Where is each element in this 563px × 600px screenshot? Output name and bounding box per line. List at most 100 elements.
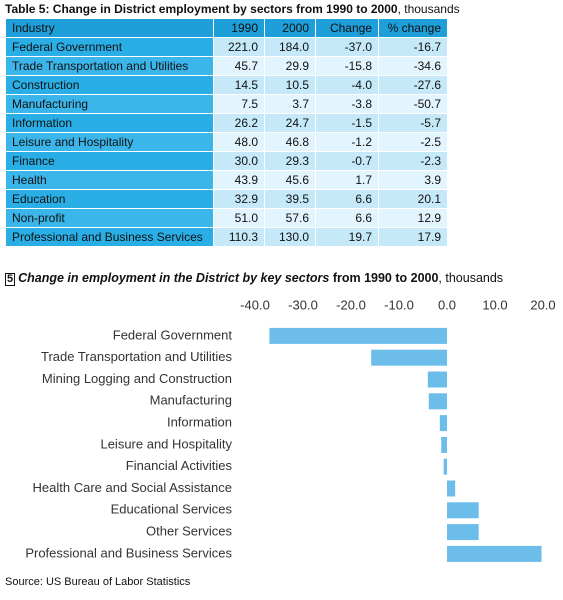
table-cell: -4.0 [315,75,379,95]
header-row: Industry 1990 2000 Change% change [5,18,448,38]
table-cell: 6.6 [315,208,379,228]
category-label: Health Care and Social Assistance [33,480,232,495]
bar [443,458,447,475]
table-cell: 26.2 [213,113,265,133]
header-cell: Industry [5,18,214,38]
table-row: Finance 30.0 29.3 -0.7 -2.3 [5,151,448,171]
x-tick-label: -20.0 [336,297,366,312]
header-cell: Change [315,18,379,38]
table-cell: 48.0 [213,132,265,152]
table-cell: 51.0 [213,208,265,228]
table-cell: 12.9 [378,208,448,228]
x-tick-label: 0.0 [438,297,456,312]
header-cell: % change [378,18,448,38]
table-cell: -15.8 [315,56,379,76]
table-row: Leisure and Hospitality 48.0 46.8 -1.2 -2.5 [5,132,448,152]
chart-title-unit: , thousands [438,271,504,285]
table-cell: -3.8 [315,94,379,114]
header-cell: 2000 [264,18,316,38]
table-cell: 130.0 [264,227,316,247]
table-cell: -37.0 [315,37,379,57]
category-label: Manufacturing [150,393,232,408]
table-cell: 3.7 [264,94,316,114]
figure-number: 5 [5,273,16,286]
table-cell: 30.0 [213,151,265,171]
table-cell: 10.5 [264,75,316,95]
table-cell: 29.9 [264,56,316,76]
category-label: Information [167,415,232,430]
table-title-main: Table 5: Change in District employment b… [5,2,398,16]
bar [428,393,447,410]
table-cell: 43.9 [213,170,265,190]
table-cell: 45.7 [213,56,265,76]
bar [447,502,479,519]
bar [441,436,447,453]
table-row: Health 43.9 45.6 1.7 3.9 [5,170,448,190]
table-cell: 20.1 [378,189,448,209]
table-cell: -2.3 [378,151,448,171]
table-cell: 57.6 [264,208,316,228]
bar [439,415,447,432]
table-row: Education 32.9 39.5 6.6 20.1 [5,189,448,209]
table-cell: 7.5 [213,94,265,114]
table-cell: -1.5 [315,113,379,133]
bar [447,545,542,562]
category-label: Trade Transportation and Utilities [41,349,233,364]
table-cell: Manufacturing [5,94,214,114]
table-cell: 110.3 [213,227,265,247]
x-tick-label: 10.0 [482,297,507,312]
table-cell: -27.6 [378,75,448,95]
bar [427,371,447,388]
table-cell: Professional and Business Services [5,227,214,247]
table-cell: 184.0 [264,37,316,57]
table-cell: -0.7 [315,151,379,171]
table-row: Federal Government 221.0 184.0 -37.0 -16.7 [5,37,448,57]
chart: -40.0 -30.0 -20.0 -10.0 0.0 10.0 20.0 Federal G… [25,297,556,562]
table-row: Manufacturing 7.5 3.7 -3.8 -50.7 [5,94,448,114]
table-title-unit: , thousands [397,2,460,16]
table-cell: 39.5 [264,189,316,209]
table-cell: 221.0 [213,37,265,57]
table-cell: -5.7 [378,113,448,133]
table-cell: 46.8 [264,132,316,152]
table-cell: Trade Transportation and Utilities [5,56,214,76]
table-cell: 29.3 [264,151,316,171]
table-cell: 14.5 [213,75,265,95]
table-row: Non-profit 51.0 57.6 6.6 12.9 [5,208,448,228]
table-cell: 45.6 [264,170,316,190]
table-cell: 1.7 [315,170,379,190]
table-cell: Federal Government [5,37,214,57]
bar [371,349,447,366]
table-cell: Leisure and Hospitality [5,132,214,152]
table-cell: 3.9 [378,170,448,190]
table-cell: Education [5,189,214,209]
bar [269,327,447,344]
table-cell: 32.9 [213,189,265,209]
category-label: Leisure and Hospitality [100,436,232,451]
table-row: Professional and Business Services 110.3 1… [5,227,448,247]
employment-table: Industry 1990 2000 Change% change Federal Go… [5,18,448,247]
x-tick-label: -30.0 [288,297,318,312]
table-cell: -16.7 [378,37,448,57]
table-cell: -1.2 [315,132,379,152]
table-title: Table 5: Change in District employment b… [5,2,460,16]
table-cell: 6.6 [315,189,379,209]
table-cell: Information [5,113,214,133]
source: Source: US Bureau of Labor Statistics [5,576,191,588]
category-label: Educational Services [111,502,233,517]
bar [447,524,479,541]
table-cell: -50.7 [378,94,448,114]
chart-title-period: from 1990 to 2000 [332,271,439,285]
chart-title-main: Change in employment in the District by … [18,271,330,285]
table-cell: 17.9 [378,227,448,247]
category-label: Other Services [146,524,232,539]
table-cell: 24.7 [264,113,316,133]
table-cell: Non-profit [5,208,214,228]
category-label: Mining Logging and Construction [42,371,232,386]
table-row: Construction 14.5 10.5 -4.0 -27.6 [5,75,448,95]
table-cell: -34.6 [378,56,448,76]
category-label: Financial Activities [126,458,233,473]
table-row: Information 26.2 24.7 -1.5 -5.7 [5,113,448,133]
category-label: Professional and Business Services [25,545,232,560]
